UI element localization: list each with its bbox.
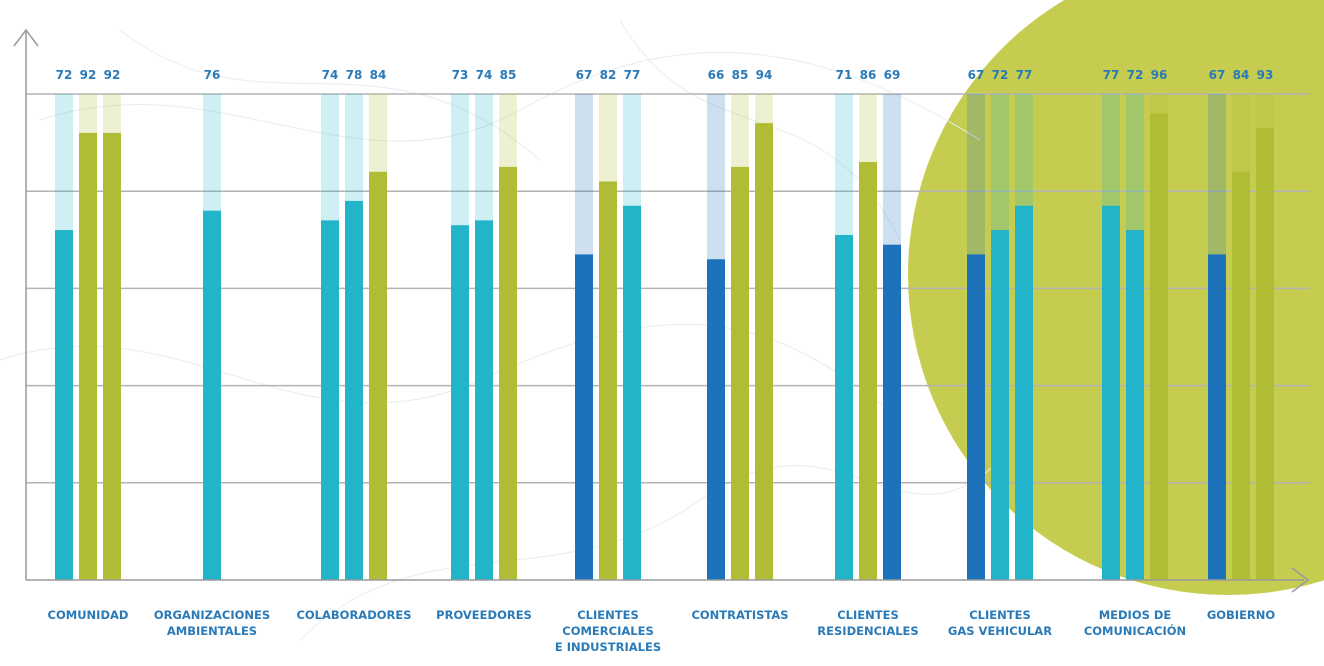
value-label: 67 — [576, 68, 593, 82]
bar — [1015, 205, 1033, 580]
value-label: 71 — [836, 68, 853, 82]
category-label: GOBIERNO — [1207, 608, 1276, 622]
bar — [1150, 113, 1168, 580]
category-label: MEDIOS DE — [1099, 608, 1172, 622]
value-label: 94 — [756, 68, 773, 82]
value-label: 85 — [500, 68, 517, 82]
value-label: 77 — [1103, 68, 1120, 82]
bar — [623, 205, 641, 580]
value-label: 84 — [1233, 68, 1250, 82]
value-label: 93 — [1257, 68, 1274, 82]
value-label: 92 — [104, 68, 121, 82]
value-label: 96 — [1151, 68, 1168, 82]
bar — [321, 220, 339, 581]
category-label: CLIENTES — [837, 608, 899, 622]
axes — [13, 28, 1310, 593]
bar — [1126, 230, 1144, 580]
bar — [731, 166, 749, 580]
category-label: PROVEEDORES — [436, 608, 532, 622]
bar — [835, 234, 853, 580]
bar — [967, 254, 985, 580]
value-label: 77 — [624, 68, 641, 82]
bar — [707, 259, 725, 580]
category-label: RESIDENCIALES — [817, 624, 918, 638]
value-label: 92 — [80, 68, 97, 82]
value-label: 76 — [204, 68, 221, 82]
category-label: ORGANIZACIONES — [154, 608, 270, 622]
bar — [1208, 254, 1226, 580]
value-label: 67 — [968, 68, 985, 82]
bar — [755, 123, 773, 580]
bar — [55, 230, 73, 580]
bar — [451, 225, 469, 580]
value-label: 84 — [370, 68, 387, 82]
category-label: CONTRATISTAS — [691, 608, 788, 622]
bar — [79, 132, 97, 580]
category-label: GAS VEHICULAR — [948, 624, 1052, 638]
category-label: CLIENTES — [969, 608, 1031, 622]
value-label: 78 — [346, 68, 363, 82]
bar — [859, 162, 877, 581]
value-label: 72 — [56, 68, 73, 82]
category-label: COMUNICACIÓN — [1084, 623, 1186, 638]
category-label: AMBIENTALES — [167, 624, 257, 638]
bars — [55, 94, 1274, 581]
grid-lines — [26, 93, 1310, 484]
value-label: 66 — [708, 68, 725, 82]
y-axis-arrow-icon — [13, 28, 39, 47]
bar — [369, 171, 387, 580]
category-label: E INDUSTRIALES — [555, 640, 661, 654]
value-label: 73 — [452, 68, 469, 82]
category-label: COMUNIDAD — [48, 608, 129, 622]
category-labels: COMUNIDAD ORGANIZACIONES AMBIENTALES COLABO… — [48, 608, 1276, 654]
category-label: COLABORADORES — [296, 608, 411, 622]
bar — [345, 200, 363, 581]
value-label: 69 — [884, 68, 901, 82]
bar — [203, 210, 221, 580]
bar — [599, 181, 617, 581]
value-label: 72 — [1127, 68, 1144, 82]
value-label: 74 — [476, 68, 493, 82]
bar — [103, 132, 121, 580]
value-label: 86 — [860, 68, 877, 82]
value-label: 85 — [732, 68, 749, 82]
background-curves — [0, 19, 1001, 641]
bar — [499, 166, 517, 580]
bar — [475, 220, 493, 581]
category-label: COMERCIALES — [562, 624, 653, 638]
bar — [883, 244, 901, 580]
bar — [1232, 171, 1250, 580]
value-label: 74 — [322, 68, 339, 82]
bar — [575, 254, 593, 580]
value-label: 67 — [1209, 68, 1226, 82]
value-label: 72 — [992, 68, 1009, 82]
bar — [1256, 128, 1274, 580]
value-labels: 72 92 92 76 74 78 84 73 74 85 67 82 77 66 85 94 71 86 69 67… — [56, 68, 1274, 82]
bar — [1102, 205, 1120, 580]
value-label: 82 — [600, 68, 617, 82]
bar — [991, 230, 1009, 580]
category-label: CLIENTES — [577, 608, 639, 622]
value-label: 77 — [1016, 68, 1033, 82]
x-axis-arrow-icon — [1291, 567, 1310, 593]
